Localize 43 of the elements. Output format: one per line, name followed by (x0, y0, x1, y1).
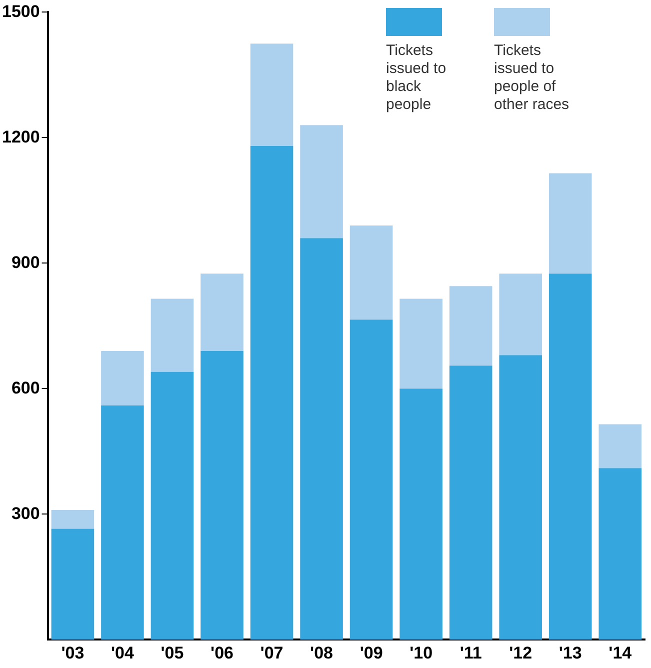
bar (51, 528, 94, 640)
bar (51, 510, 94, 529)
bar (350, 320, 393, 640)
x-tick-label: '06 (210, 643, 234, 662)
x-tick-label: '03 (61, 643, 84, 662)
bar (449, 366, 492, 640)
x-tick-label: '08 (310, 643, 334, 662)
x-tick-label: '12 (509, 643, 532, 662)
legend-label: Tickets issued to black people (386, 42, 448, 114)
y-tick-label: 900 (11, 252, 40, 272)
bar (548, 274, 592, 640)
bar (598, 424, 642, 468)
legend-label: Tickets issued to people of other races (494, 42, 570, 114)
x-tick-label: '05 (160, 643, 184, 662)
bar (101, 405, 144, 640)
y-tick-label: 1200 (2, 127, 40, 146)
bar (449, 286, 492, 366)
x-tick-label: '10 (410, 643, 433, 662)
bar (150, 298, 194, 372)
x-tick-label: '04 (110, 643, 134, 662)
bar (200, 274, 244, 351)
bar (350, 226, 393, 320)
bar (499, 274, 542, 356)
y-tick-label: 1500 (2, 2, 40, 21)
x-tick-label: '09 (360, 643, 383, 662)
x-tick-label: '07 (260, 643, 284, 662)
y-tick-label: 300 (11, 504, 40, 523)
x-tick-label: '14 (608, 643, 632, 662)
bar (300, 125, 343, 238)
bar (400, 388, 442, 640)
bar (300, 238, 343, 640)
x-tick-label: '11 (460, 643, 482, 662)
bar (250, 146, 294, 640)
bar (101, 350, 144, 406)
bar (598, 468, 642, 640)
bar (400, 298, 442, 389)
bar (150, 372, 194, 640)
bar (499, 355, 542, 640)
x-tick-label: '13 (558, 643, 582, 662)
bar (548, 173, 592, 274)
bar (200, 350, 244, 640)
y-tick-label: 600 (11, 378, 40, 398)
bar (250, 44, 294, 146)
